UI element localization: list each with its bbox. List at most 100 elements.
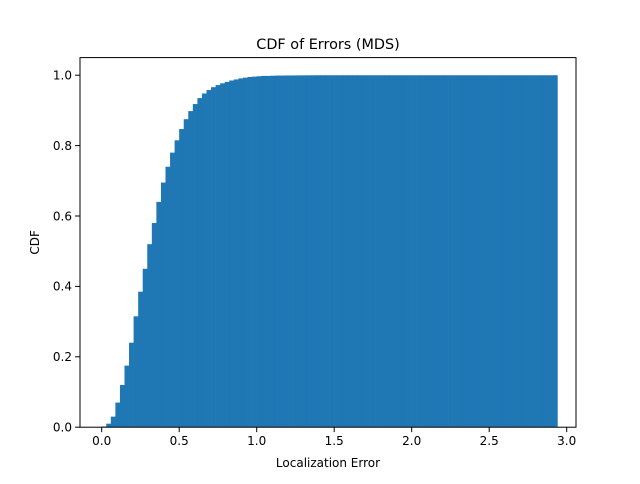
cdf-bar <box>247 76 253 428</box>
cdf-bar <box>329 75 335 428</box>
cdf-bar <box>530 75 535 428</box>
cdf-bar <box>129 342 134 428</box>
cdf-bar <box>411 75 417 428</box>
cdf-bar <box>347 75 353 428</box>
cdf-bar <box>534 75 540 428</box>
cdf-bar <box>183 119 189 428</box>
cdf-bar <box>174 140 180 428</box>
cdf-bar <box>124 365 130 428</box>
cdf-bar <box>525 75 531 428</box>
cdf-bar <box>384 75 390 428</box>
cdf-bar <box>192 104 198 428</box>
cdf-bar <box>502 75 508 428</box>
cdf-bar <box>324 75 330 428</box>
cdf-bar <box>238 78 244 428</box>
cdf-bar <box>356 75 362 428</box>
cdf-bar <box>443 75 449 428</box>
cdf-bar <box>288 75 294 428</box>
cdf-bar <box>511 75 517 428</box>
cdf-bar <box>466 75 472 428</box>
cdf-bar <box>498 75 504 428</box>
cdf-bar <box>366 75 371 428</box>
cdf-bar <box>320 75 326 428</box>
cdf-bar <box>165 166 171 428</box>
cdf-bar <box>457 75 463 428</box>
cdf-bar <box>179 129 185 428</box>
y-tick-label: 0.2 <box>53 350 72 364</box>
cdf-bar <box>160 182 166 428</box>
cdf-bar <box>215 85 221 428</box>
cdf-bar <box>138 291 144 428</box>
cdf-bar <box>420 75 426 428</box>
cdf-bar <box>375 75 380 428</box>
cdf-bar <box>393 75 399 428</box>
cdf-bar <box>220 83 226 428</box>
x-tick-label: 0.0 <box>92 434 111 448</box>
cdf-bar <box>338 75 344 428</box>
cdf-bar <box>115 402 121 428</box>
y-tick-label: 0.8 <box>53 139 72 153</box>
cdf-bar <box>397 75 403 428</box>
cdf-bar <box>520 75 526 428</box>
axes-frame <box>79 57 577 428</box>
cdf-bar <box>402 75 408 428</box>
cdf-bar <box>302 75 308 428</box>
x-axis-label: Localization Error <box>276 456 380 470</box>
x-tick-label: 1.0 <box>247 434 266 448</box>
x-tick-label: 2.5 <box>480 434 499 448</box>
cdf-bar <box>315 75 321 428</box>
cdf-bar <box>438 75 444 428</box>
cdf-bar <box>274 75 280 428</box>
x-tick-label: 2.0 <box>402 434 421 448</box>
cdf-bar <box>493 75 499 428</box>
cdf-bar <box>388 75 394 428</box>
cdf-bar <box>142 268 148 428</box>
cdf-bar <box>279 75 285 428</box>
y-tick-label: 0.4 <box>53 280 72 294</box>
cdf-bar <box>270 75 276 428</box>
x-tick-label: 1.5 <box>325 434 344 448</box>
cdf-bar <box>306 75 312 428</box>
cdf-bar <box>370 75 376 428</box>
cdf-bar <box>489 75 494 428</box>
cdf-bar <box>475 75 481 428</box>
cdf-bar <box>201 93 207 428</box>
cdf-bar <box>361 75 367 428</box>
cdf-bar <box>265 75 271 428</box>
cdf-bar <box>334 75 339 428</box>
cdf-bar <box>479 75 485 428</box>
cdf-bar <box>233 79 239 428</box>
cdf-bar <box>211 87 216 428</box>
chart-title: CDF of Errors (MDS) <box>256 37 399 53</box>
cdf-bar <box>470 75 476 428</box>
cdf-bar <box>224 81 230 428</box>
cdf-bar <box>434 75 440 428</box>
cdf-bar <box>352 75 358 428</box>
cdf-bar <box>106 423 112 428</box>
cdf-bar <box>133 316 139 428</box>
cdf-bar <box>429 75 435 428</box>
cdf-bar <box>507 75 513 428</box>
cdf-bar <box>229 80 235 428</box>
cdf-bar <box>188 111 194 428</box>
cdf-bar <box>311 75 317 428</box>
cdf-bar <box>425 75 431 428</box>
y-axis-label: CDF <box>28 230 42 255</box>
cdf-bar <box>197 98 203 428</box>
cdf-bar <box>293 75 298 428</box>
y-tick-label: 0.0 <box>53 421 72 435</box>
cdf-bar <box>297 75 303 428</box>
cdf-bar <box>151 223 157 428</box>
x-tick-label: 3.0 <box>557 434 576 448</box>
cdf-bar <box>206 89 212 428</box>
histogram-bars <box>101 75 558 428</box>
y-tick-label: 0.6 <box>53 209 72 223</box>
cdf-bar <box>252 76 257 428</box>
cdf-bar <box>379 75 385 428</box>
cdf-bar <box>156 201 162 428</box>
cdf-bar <box>516 75 522 428</box>
cdf-bar <box>147 244 153 428</box>
y-tick-label: 1.0 <box>53 69 72 83</box>
